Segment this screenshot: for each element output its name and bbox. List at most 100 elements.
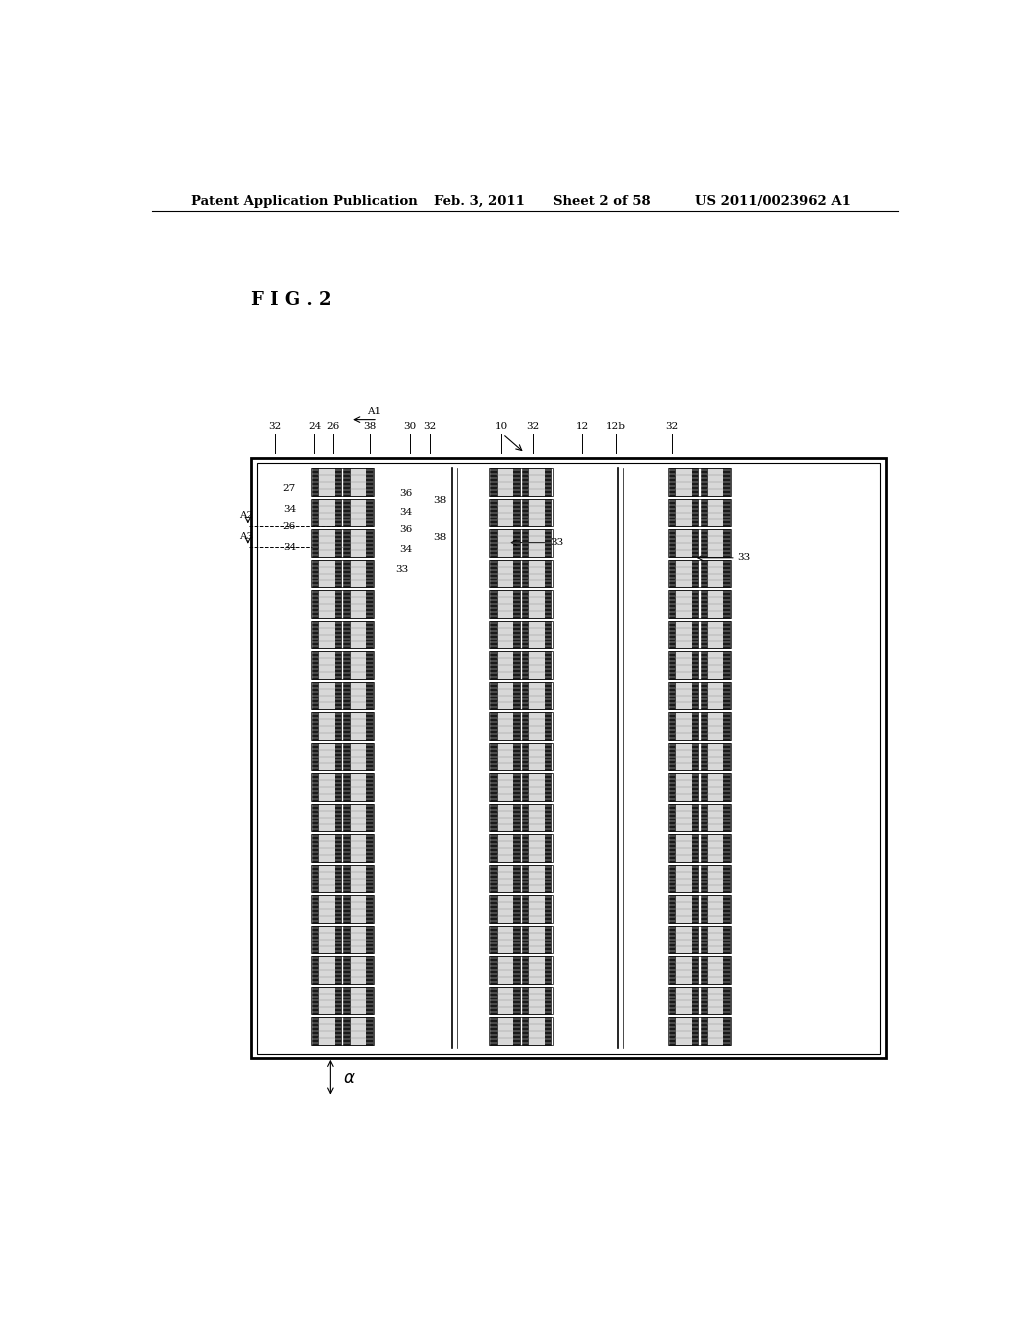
Bar [700,499,707,527]
Bar [668,651,731,678]
Bar [343,469,350,496]
Bar [707,925,724,953]
Bar [692,834,698,862]
Bar [318,651,335,678]
Text: A1: A1 [367,407,381,416]
Bar [707,804,724,832]
Bar [692,620,698,648]
Bar [343,620,350,648]
Bar [318,925,335,953]
Bar [724,590,730,618]
Bar [257,462,881,1053]
Bar [668,469,731,496]
Bar [707,651,724,678]
Bar [350,682,367,709]
Bar [318,743,335,771]
Bar [700,713,707,739]
Bar [490,469,497,496]
Bar [310,834,374,862]
Text: 38: 38 [433,533,446,543]
Bar [528,987,545,1014]
Bar [490,590,497,618]
Bar [350,590,367,618]
Bar [489,682,553,709]
Bar [311,682,318,709]
Bar [522,499,528,527]
Bar [490,651,497,678]
Bar [350,651,367,678]
Text: 32: 32 [665,422,678,430]
Text: Feb. 3, 2011: Feb. 3, 2011 [433,195,524,209]
Bar [692,895,698,923]
Bar [490,499,497,527]
Bar [669,834,675,862]
Bar [489,1018,553,1044]
Bar [350,804,367,832]
Bar [489,620,553,648]
Text: A2: A2 [240,511,253,520]
Bar [318,865,335,892]
Bar [669,469,675,496]
Bar [311,713,318,739]
Bar [497,499,513,527]
Bar [528,651,545,678]
Bar [522,529,528,557]
Bar [367,651,373,678]
Bar [343,499,350,527]
Bar [545,713,551,739]
Bar [335,469,341,496]
Bar [528,1018,545,1044]
Bar [311,590,318,618]
Text: 33: 33 [550,539,563,546]
Bar [335,713,341,739]
Bar [545,529,551,557]
Bar [522,651,528,678]
Bar [700,682,707,709]
Bar [707,834,724,862]
Text: 36: 36 [399,525,413,533]
Bar [497,651,513,678]
Bar [489,865,553,892]
Bar [675,651,692,678]
Bar [668,774,731,801]
Bar [497,895,513,923]
Bar [528,713,545,739]
Text: A3: A3 [240,532,253,541]
Bar [668,499,731,527]
Bar [311,834,318,862]
Bar [350,499,367,527]
Bar [367,560,373,587]
Bar [675,987,692,1014]
Bar [692,499,698,527]
Bar [497,956,513,983]
Bar [343,651,350,678]
Bar [668,865,731,892]
Bar [669,895,675,923]
Text: 36: 36 [399,490,413,499]
Bar [335,651,341,678]
Bar [497,774,513,801]
Bar [692,651,698,678]
Bar [350,956,367,983]
Bar [528,499,545,527]
Bar [489,987,553,1014]
Bar [489,956,553,983]
Bar [310,682,374,709]
Bar [675,895,692,923]
Bar [489,590,553,618]
Bar [669,865,675,892]
Bar [490,620,497,648]
Bar [724,469,730,496]
Bar [528,956,545,983]
Bar [490,774,497,801]
Text: 32: 32 [423,422,436,430]
Bar [700,834,707,862]
Bar [310,620,374,648]
Bar [545,682,551,709]
Bar [522,1018,528,1044]
Bar [513,956,519,983]
Bar [700,469,707,496]
Bar [489,499,553,527]
Bar [489,713,553,739]
Bar [707,987,724,1014]
